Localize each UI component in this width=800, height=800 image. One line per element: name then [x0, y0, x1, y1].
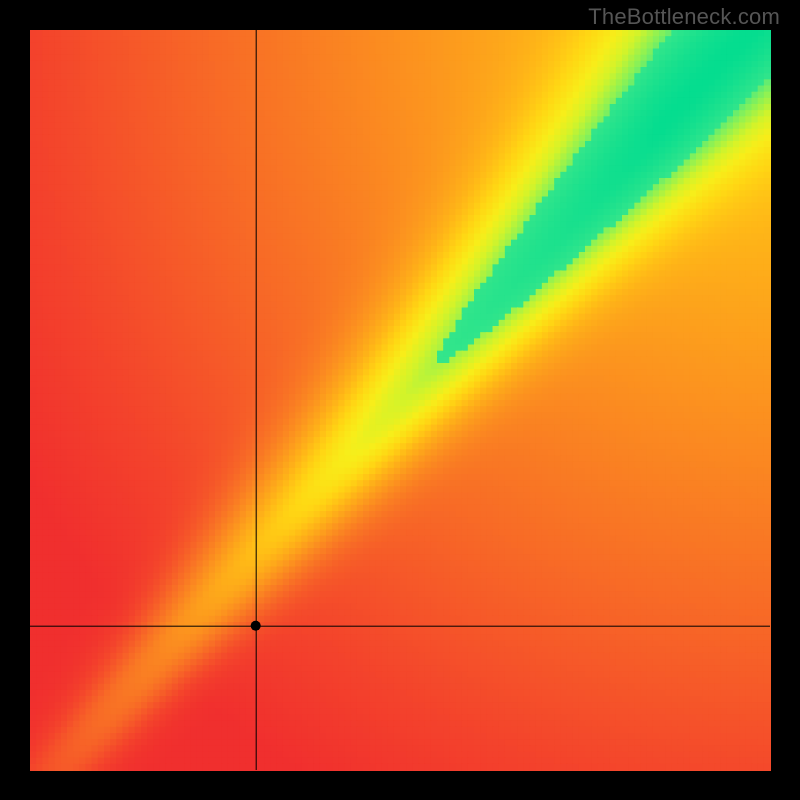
heatmap-canvas	[0, 0, 800, 800]
chart-container: TheBottleneck.com	[0, 0, 800, 800]
watermark-text: TheBottleneck.com	[588, 4, 780, 30]
